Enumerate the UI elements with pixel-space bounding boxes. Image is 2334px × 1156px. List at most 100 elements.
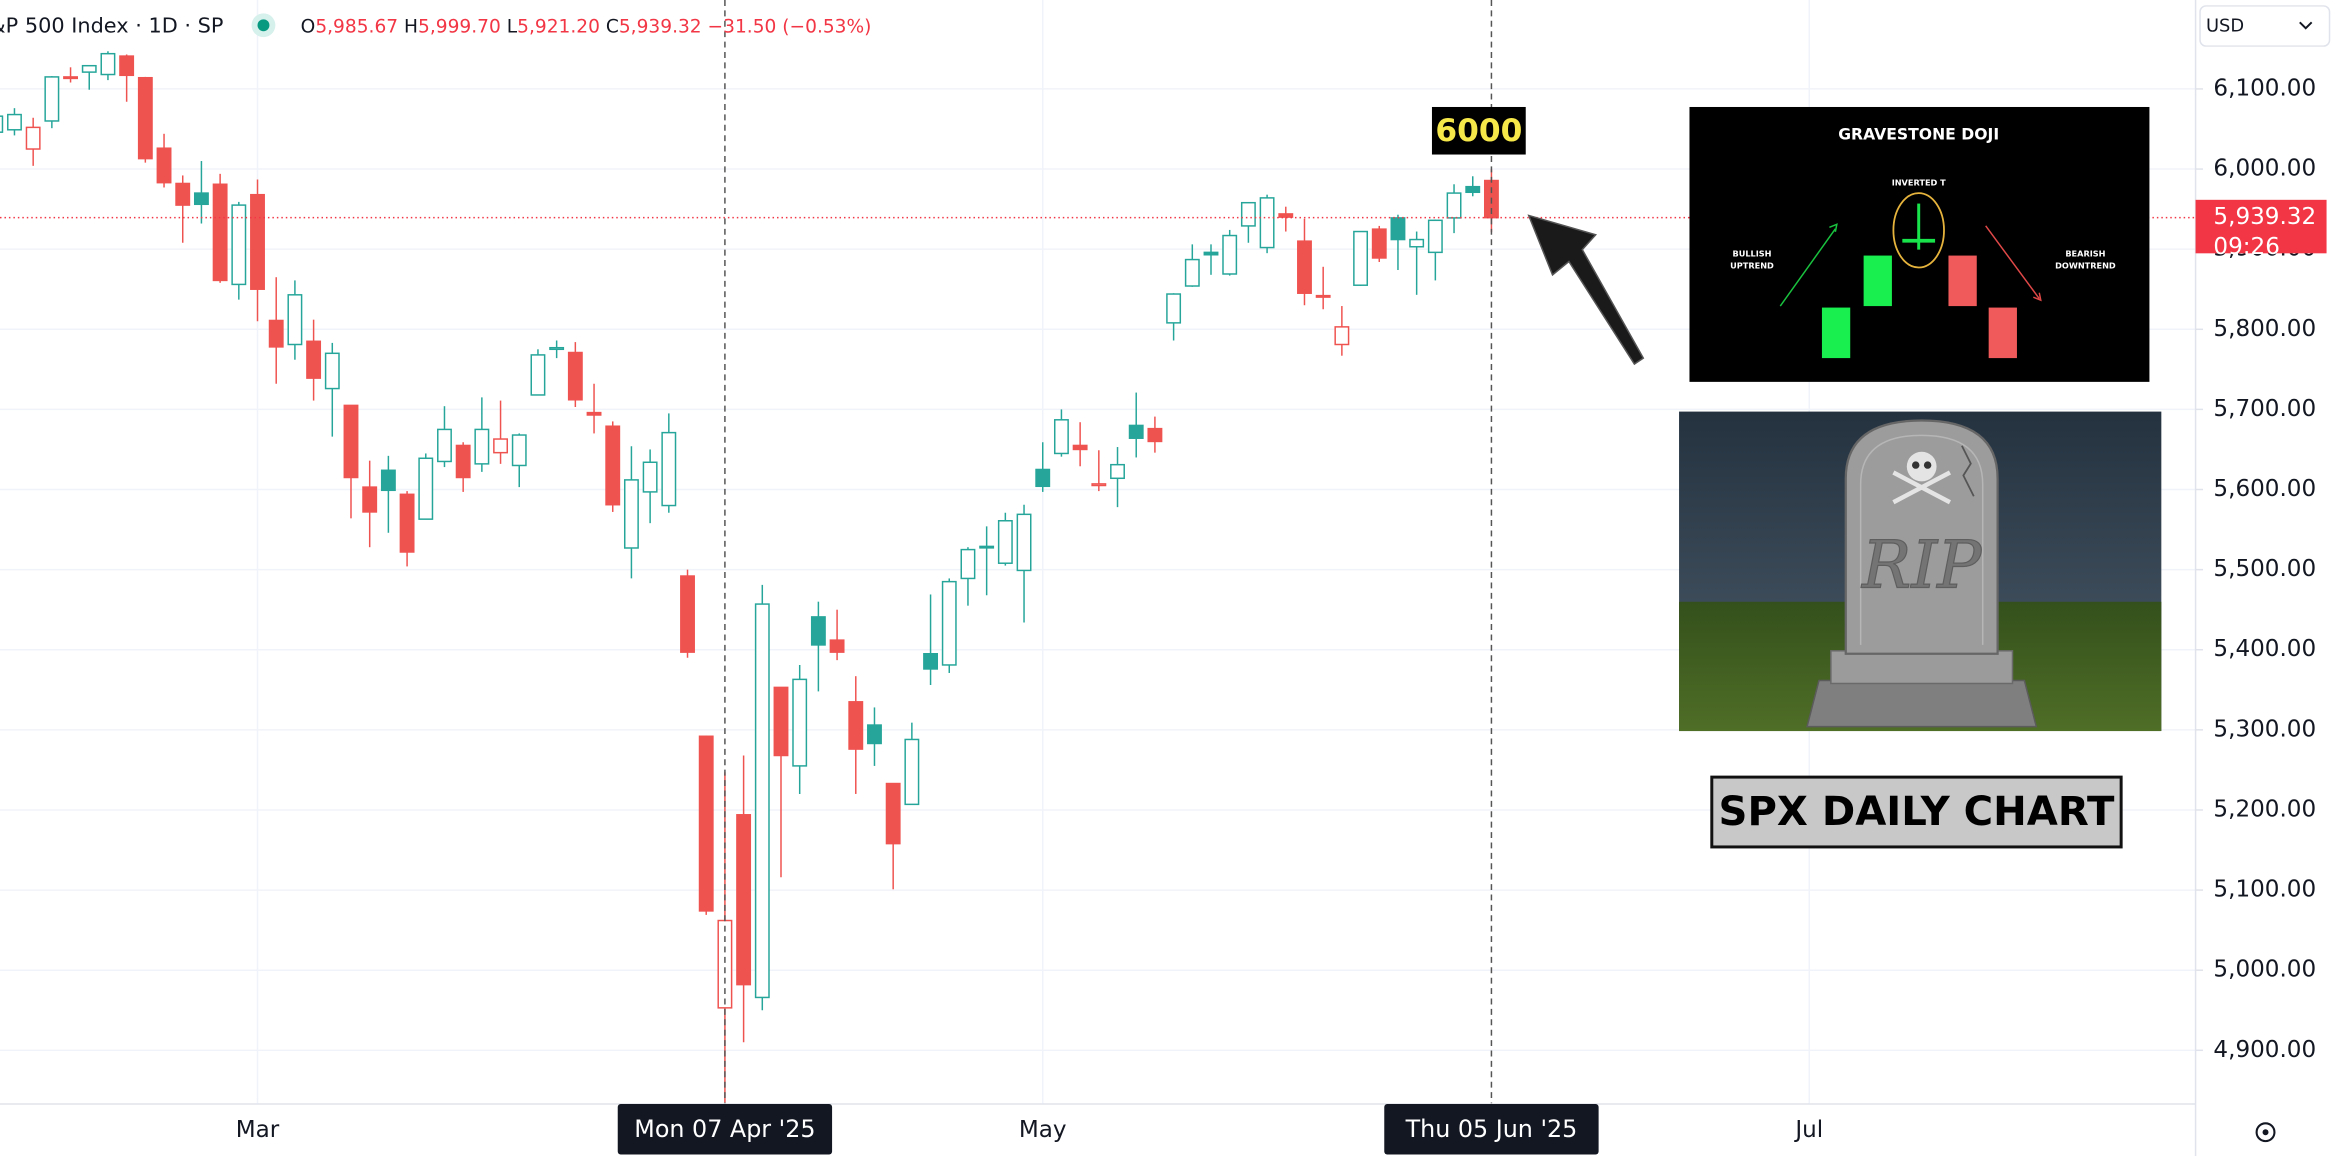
candle-body [904, 738, 920, 806]
candle-body [717, 919, 733, 1009]
y-tick-label: 6,100.00 [2213, 75, 2316, 101]
ohlc-label: C [606, 16, 619, 37]
doji-green-candle [1821, 307, 1851, 359]
candle-body [1259, 197, 1275, 249]
candle-body [100, 52, 116, 76]
candle-body [885, 782, 901, 845]
doji-left-label: UPTREND [1730, 260, 1774, 270]
candle-body [156, 147, 172, 184]
candle-body [362, 486, 378, 513]
candle-body [81, 64, 97, 73]
doji-title: GRAVESTONE DOJI [1838, 126, 1999, 144]
ohlc-label: L [507, 16, 518, 37]
currency-chevron[interactable] [2299, 21, 2313, 30]
ohlc-label: H [404, 16, 418, 37]
y-tick-label: 5,500.00 [2213, 556, 2316, 582]
x-tick-label: Mon 07 Apr '25 [634, 1115, 815, 1143]
doji-green-candle [1863, 255, 1892, 307]
candle-body [137, 76, 153, 160]
candle-body [0, 115, 4, 133]
target-box [1431, 106, 1526, 155]
y-tick-label: 5,600.00 [2213, 476, 2316, 502]
tombstone-crack [1961, 445, 1975, 497]
candle-body [1035, 468, 1051, 488]
tombstone-plinth [1830, 650, 2014, 685]
tombstone-stone [1844, 419, 1999, 655]
candle-body [698, 735, 714, 912]
candle-body [997, 520, 1013, 564]
x-tick-label: Thu 05 Jun '25 [1405, 1115, 1578, 1143]
doji-right-label: BEARISH [2065, 249, 2105, 259]
doji-left-label: BULLISH [1732, 249, 1771, 259]
status-dot [257, 19, 270, 32]
settings-icon[interactable] [2255, 1122, 2276, 1143]
candle-body [848, 701, 864, 750]
ohlc-value: 5,939.32 [619, 16, 702, 37]
candle-body [1390, 217, 1406, 241]
candle-body [1147, 427, 1163, 443]
candle-body [1240, 201, 1256, 227]
doji-down-arrow [1985, 225, 2040, 300]
candle-body [7, 113, 22, 131]
candle-body [867, 724, 882, 745]
candle-body [175, 182, 191, 206]
y-tick-label: 4,900.00 [2213, 1037, 2316, 1063]
settings-icon-center[interactable] [2262, 1129, 2269, 1136]
candle-body [268, 319, 284, 348]
tombstone-skull [1906, 451, 1937, 482]
candle-body [231, 204, 247, 286]
currency-button[interactable] [2199, 5, 2331, 47]
candle-body [212, 183, 228, 282]
candle-body [1110, 463, 1125, 480]
y-tick-label: 5,400.00 [2213, 636, 2316, 662]
candle-body [960, 548, 976, 580]
candle-body [1184, 258, 1200, 287]
x-tick-label: Mar [236, 1117, 280, 1143]
candle-body [1297, 240, 1312, 294]
candle-body [1446, 192, 1462, 219]
doji-red-candle [1988, 307, 2017, 359]
grid [0, 0, 2196, 1104]
crosshair-label-box [1384, 1103, 1599, 1155]
currency[interactable]: USD [2206, 16, 2244, 37]
candle-body [1072, 444, 1088, 451]
tombstone-skull-eye [1912, 461, 1920, 469]
candle-body [306, 340, 322, 379]
x-tick-label: May [1019, 1117, 1067, 1143]
candle-body [418, 457, 434, 520]
candle-body [380, 469, 396, 492]
doji-up-arrowhead [1829, 223, 1838, 232]
candle-body [25, 126, 41, 150]
pointer-arrow [1527, 214, 1645, 366]
candle-body [754, 603, 770, 999]
tombstone-skull-eye [1923, 461, 1932, 469]
y-tick-label: 5,100.00 [2213, 877, 2316, 903]
candle-body [455, 444, 471, 479]
candle-body [343, 404, 359, 479]
symbol: S&P 500 Index · 1D · SP [0, 14, 223, 38]
candle-body [1128, 424, 1144, 439]
doji-center-label: INVERTED T [1892, 177, 1946, 187]
target-label: 6000 [1435, 113, 1522, 149]
candle-body [979, 545, 995, 549]
doji-up-arrow [1779, 228, 1836, 307]
y-tick-label: 5,800.00 [2213, 316, 2316, 342]
doji-down-arrowhead [2033, 292, 2042, 302]
candle-body [399, 493, 415, 553]
candle-body [119, 55, 135, 77]
y-tick-label: 5,000.00 [2213, 957, 2316, 983]
ohlc-value: 5,921.20 [517, 16, 600, 37]
y-tick-label: 5,700.00 [2213, 396, 2316, 422]
candle-body [680, 575, 695, 653]
candle-body [1409, 238, 1425, 248]
candle-body [773, 686, 789, 757]
doji-right-label: DOWNTREND [2055, 260, 2116, 270]
candle-body [437, 428, 452, 463]
candle-body [1465, 185, 1481, 194]
tombstone-base [1806, 679, 2038, 728]
candle-body [1166, 293, 1182, 324]
caption-box [1710, 775, 2123, 849]
ohlc-value: 5,999.70 [418, 16, 501, 37]
candle-body [586, 411, 602, 416]
